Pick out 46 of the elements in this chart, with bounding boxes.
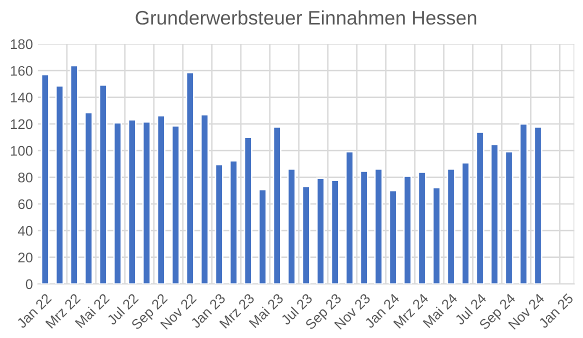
bar [490, 144, 499, 284]
bar [244, 136, 252, 284]
bar [302, 186, 310, 284]
bar [98, 84, 108, 284]
bar [374, 168, 383, 284]
bar [186, 72, 194, 284]
y-tick-label: 160 [10, 66, 32, 76]
y-tick-label: 100 [10, 146, 32, 156]
bar [418, 172, 426, 284]
bar [360, 170, 368, 284]
bar [84, 112, 93, 284]
bar [534, 126, 542, 284]
bar [55, 85, 64, 284]
bar [258, 188, 267, 284]
bar [40, 74, 50, 284]
bar [316, 178, 325, 284]
bar [272, 126, 282, 284]
bar [432, 186, 441, 284]
y-tick-label: 60 [18, 199, 32, 210]
bar [446, 168, 456, 284]
bar [330, 180, 340, 284]
bar [142, 121, 151, 284]
bar [214, 164, 224, 284]
bar [200, 114, 209, 284]
y-tick-label: 20 [18, 252, 32, 262]
bar [461, 162, 470, 284]
bar [171, 125, 180, 284]
y-tick-label: 120 [10, 119, 32, 130]
bar [287, 168, 296, 284]
bar [113, 122, 122, 284]
bar [156, 114, 166, 284]
y-tick-label: 140 [10, 92, 32, 102]
y-tick-label: 0 [26, 279, 32, 290]
bar [128, 119, 136, 284]
bar [476, 132, 484, 284]
bar [519, 123, 528, 284]
bar [388, 190, 398, 284]
bar [403, 176, 412, 284]
bar [504, 150, 514, 284]
bar [70, 64, 78, 284]
chart-title: Grunderwerbsteuer Einnahmen Hessen [136, 10, 476, 25]
bar [229, 160, 238, 284]
bar [345, 150, 354, 284]
y-tick-label: 80 [18, 172, 32, 182]
y-tick-label: 180 [10, 39, 32, 50]
y-tick-label: 40 [18, 226, 32, 236]
